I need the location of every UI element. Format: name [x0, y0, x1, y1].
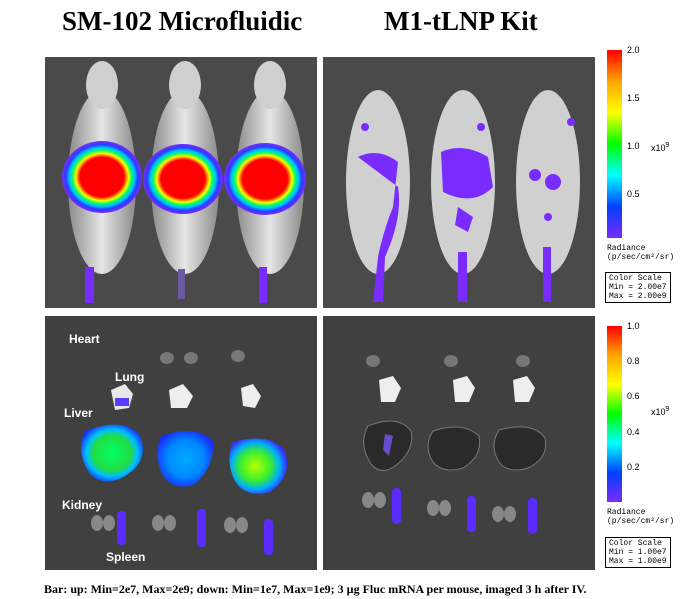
sm102-mice-image: [45, 57, 317, 308]
bottom-color-bar: [607, 326, 622, 502]
bottom-tick-0-6: 0.6: [627, 391, 640, 401]
label-heart: Heart: [69, 332, 100, 346]
bottom-color-scale: 1.0 0.8 0.6 0.4 0.2 x109 Radiance (p/sec…: [603, 321, 697, 576]
top-tick-1-0: 1.0: [627, 141, 640, 151]
mouse-2: [143, 61, 223, 299]
mouse-1: [62, 61, 142, 303]
bottom-exponent-base: x10: [651, 407, 666, 417]
top-tick-1-5: 1.5: [627, 93, 640, 103]
title-sm102: SM-102 Microfluidic: [62, 6, 303, 36]
panel-sm102-whole-body: [45, 57, 317, 308]
bottom-box-max: Max = 1.00e9: [609, 557, 667, 566]
top-box-max: Max = 2.00e9: [609, 292, 667, 301]
top-unit: (p/sec/cm²/sr): [607, 253, 675, 262]
label-lung: Lung: [115, 370, 145, 384]
bottom-tick-0-4: 0.4: [627, 427, 640, 437]
mouse-6: [516, 90, 580, 302]
bottom-exponent: x109: [651, 406, 669, 417]
panel-sm102-organs: [45, 316, 317, 570]
title-m1-tlnp: M1-tLNP Kit: [384, 6, 538, 36]
bottom-color-scale-box: Color Scale Min = 1.00e7 Max = 1.00e9: [605, 537, 671, 568]
top-color-bar: [607, 50, 622, 238]
bottom-unit: (p/sec/cm²/sr): [607, 517, 675, 526]
bottom-unit-label: Radiance: [607, 508, 646, 517]
panel-m1-tlnp-whole-body: [323, 57, 595, 308]
top-tick-2-0: 2.0: [627, 45, 640, 55]
top-exponent-power: 9: [665, 142, 670, 149]
top-exponent: x109: [651, 142, 669, 153]
top-tick-0-5: 0.5: [627, 189, 640, 199]
mouse-4: [346, 90, 410, 302]
bottom-box-title: Color Scale: [609, 539, 662, 548]
m1-tlnp-organs-image: [323, 316, 595, 570]
m1-tlnp-mice-image: [323, 57, 595, 308]
label-liver: Liver: [64, 406, 93, 420]
bottom-tick-0-8: 0.8: [627, 356, 640, 366]
top-box-title: Color Scale: [609, 274, 662, 283]
mouse-3: [224, 61, 306, 303]
top-box-min: Min = 2.00e7: [609, 283, 667, 292]
top-exponent-base: x10: [651, 143, 666, 153]
top-color-scale: 2.0 1.5 1.0 0.5 x109 Radiance (p/sec/cm²…: [603, 45, 697, 303]
label-spleen: Spleen: [106, 550, 146, 564]
bottom-tick-0-2: 0.2: [627, 462, 640, 472]
bottom-box-min: Min = 1.00e7: [609, 548, 667, 557]
panel-m1-tlnp-organs: [323, 316, 595, 570]
figure-caption: Bar: up: Min=2e7, Max=2e9; down: Min=1e7…: [44, 582, 587, 596]
label-kidney: Kidney: [62, 498, 103, 512]
sm102-organs-image: [45, 316, 317, 570]
mouse-5: [431, 90, 495, 302]
top-color-scale-box: Color Scale Min = 2.00e7 Max = 2.00e9: [605, 272, 671, 303]
bottom-exponent-power: 9: [665, 406, 670, 413]
top-unit-label: Radiance: [607, 244, 646, 253]
bottom-tick-1-0: 1.0: [627, 321, 640, 331]
